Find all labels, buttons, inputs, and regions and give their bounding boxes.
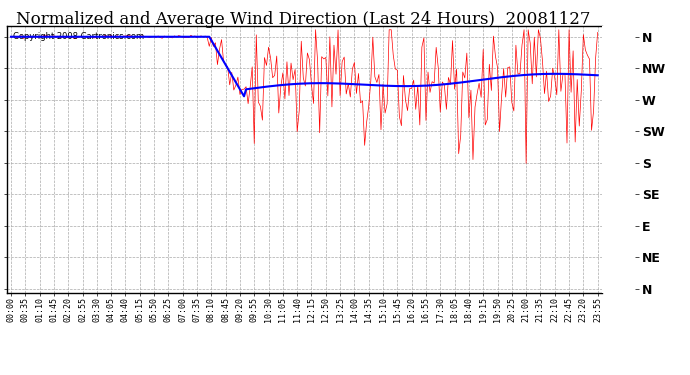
Text: Copyright 2008 Cartronics.com: Copyright 2008 Cartronics.com — [13, 32, 144, 40]
Text: Normalized and Average Wind Direction (Last 24 Hours)  20081127: Normalized and Average Wind Direction (L… — [17, 11, 591, 28]
